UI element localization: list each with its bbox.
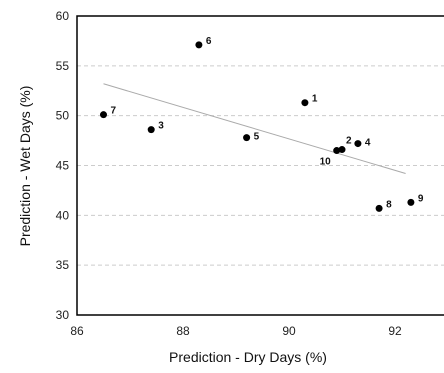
y-tick-label: 35 (56, 258, 70, 272)
y-tick-label: 45 (56, 159, 70, 173)
x-tick-labels: 86 88 90 92 (70, 324, 402, 338)
grid-lines (77, 65, 444, 266)
x-tick-label: 92 (388, 324, 402, 338)
y-tick-label: 50 (56, 109, 70, 123)
point-label-5: 5 (254, 132, 260, 143)
point-labels: 1 2 3 4 5 6 7 8 9 10 (111, 36, 424, 210)
point-label-10: 10 (320, 157, 332, 168)
data-point-10 (333, 147, 341, 155)
point-label-3: 3 (158, 121, 164, 132)
data-point-3 (147, 126, 155, 134)
y-axis-title: Prediction - Wet Days (%) (17, 86, 33, 247)
point-label-1: 1 (312, 94, 318, 105)
data-point-6 (195, 41, 203, 49)
point-label-7: 7 (111, 106, 117, 117)
data-point-7 (100, 111, 107, 119)
x-axis-title: Prediction - Dry Days (%) (169, 349, 327, 365)
plot-frame (76, 15, 444, 316)
point-label-2: 2 (346, 136, 352, 147)
x-tick-label: 86 (70, 324, 84, 338)
point-label-8: 8 (386, 199, 392, 210)
point-label-4: 4 (365, 138, 371, 149)
x-tick-label: 90 (282, 324, 296, 338)
data-point-9 (407, 198, 415, 206)
data-point-4 (354, 140, 362, 148)
point-label-9: 9 (418, 193, 424, 204)
data-points (100, 41, 415, 212)
y-tick-label: 30 (56, 308, 70, 322)
y-tick-labels: 30 35 40 45 50 55 60 (56, 9, 70, 322)
point-label-6: 6 (206, 36, 212, 47)
x-tick-label: 88 (176, 324, 190, 338)
trend-line (103, 83, 406, 174)
data-point-8 (375, 204, 383, 212)
y-tick-label: 40 (56, 208, 70, 222)
data-point-5 (243, 134, 251, 142)
data-point-1 (301, 99, 309, 107)
data-point-2 (338, 146, 346, 154)
y-tick-label: 55 (56, 59, 70, 73)
y-tick-label: 60 (56, 9, 70, 23)
